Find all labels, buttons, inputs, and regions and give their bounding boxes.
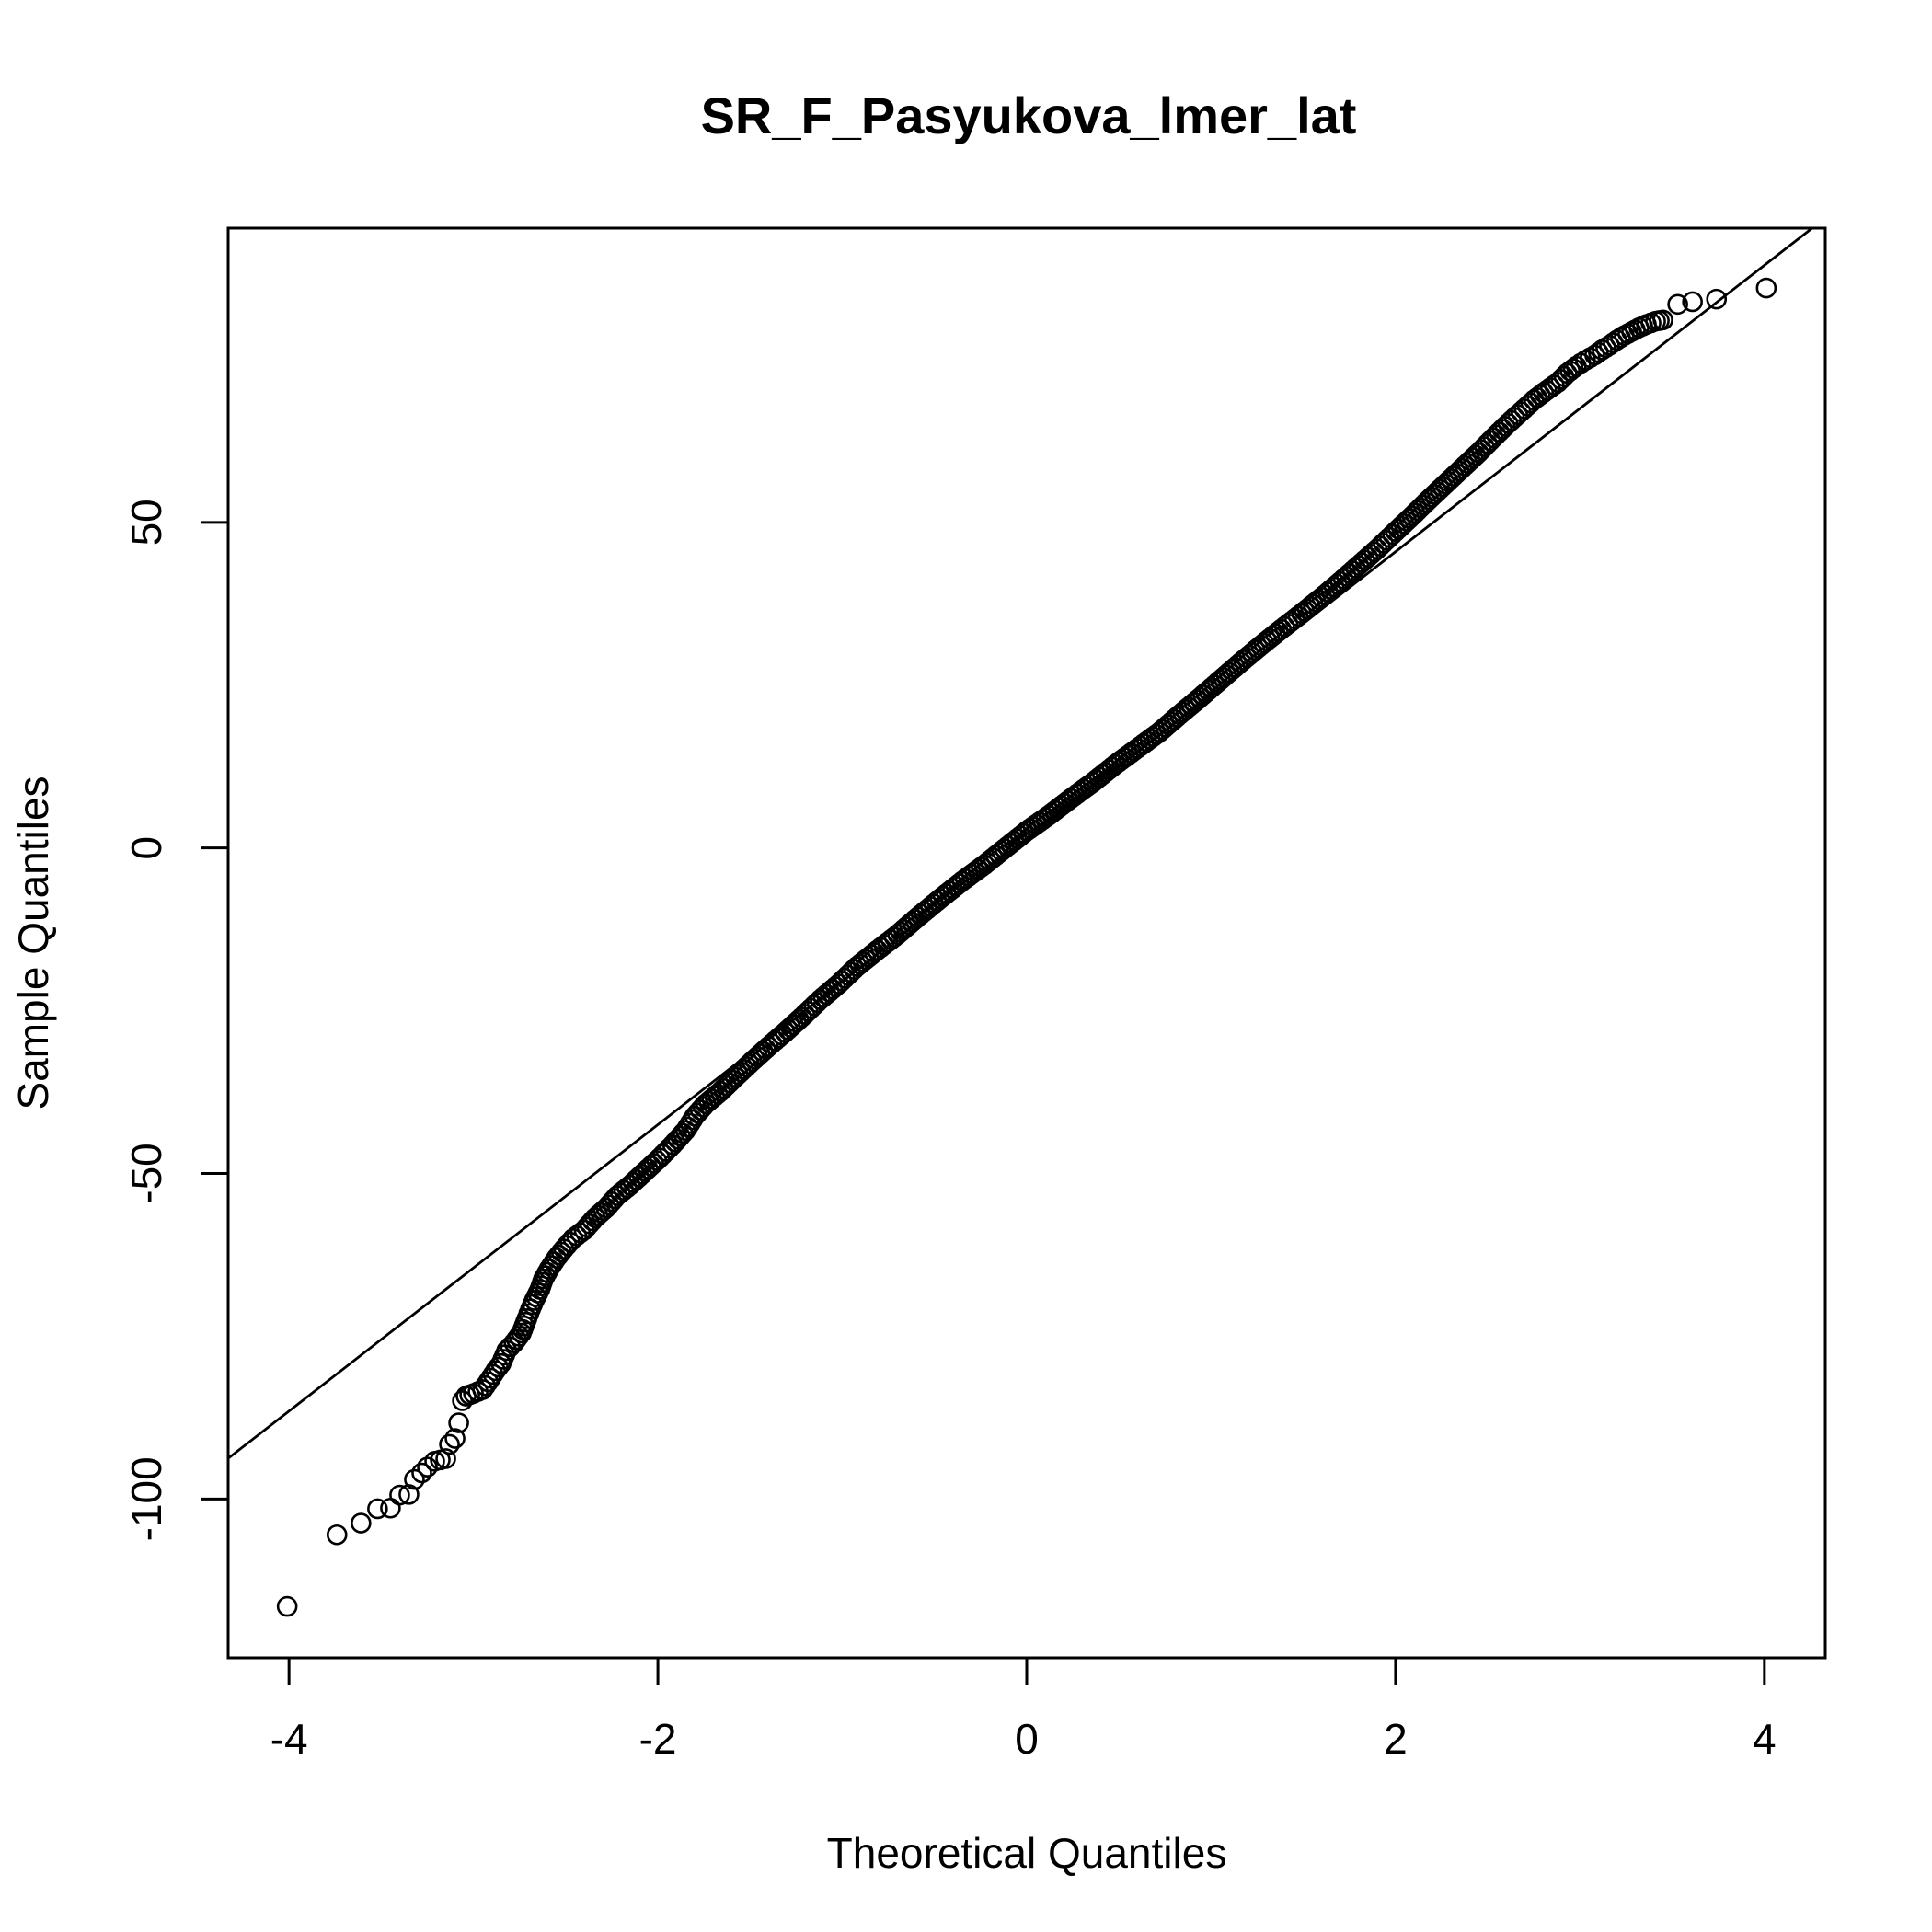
- plot-frame: [226, 226, 1827, 1660]
- x-tick-label: -4: [270, 1715, 308, 1763]
- data-point: [444, 1428, 466, 1449]
- data-point: [276, 1595, 298, 1617]
- data-point: [1559, 360, 1581, 382]
- x-tick-label: -2: [639, 1715, 677, 1763]
- x-tick-label: 4: [1753, 1715, 1777, 1763]
- data-point: [1706, 288, 1728, 310]
- data-point: [351, 1512, 372, 1534]
- data-point: [389, 1484, 410, 1506]
- data-point: [411, 1462, 432, 1484]
- data-point: [1682, 291, 1703, 313]
- data-point: [367, 1498, 388, 1520]
- chart-title: SR_F_Pasyukova_lmer_lat: [701, 86, 1357, 144]
- y-axis: -100 -50 0 50: [122, 499, 228, 1541]
- y-tick-label: 50: [122, 499, 170, 546]
- y-axis-label: Sample Quantiles: [9, 776, 57, 1110]
- data-point: [1652, 309, 1673, 331]
- data-point: [448, 1412, 469, 1433]
- x-axis: -4 -2 0 2 4: [270, 1658, 1777, 1763]
- x-axis-label: Theoretical Quantiles: [827, 1829, 1227, 1877]
- data-point: [404, 1468, 425, 1490]
- y-tick-label: 0: [122, 836, 170, 860]
- x-tick-label: 2: [1384, 1715, 1408, 1763]
- data-point: [326, 1524, 348, 1546]
- data-point: [439, 1433, 460, 1455]
- data-points: [276, 277, 1777, 1617]
- data-point: [1755, 277, 1777, 299]
- data-point: [398, 1484, 420, 1505]
- y-tick-label: -50: [122, 1143, 170, 1203]
- data-point: [435, 1448, 456, 1469]
- data-point: [380, 1497, 401, 1519]
- x-tick-label: 0: [1015, 1715, 1039, 1763]
- y-tick-label: -100: [122, 1456, 170, 1541]
- data-point: [1667, 293, 1688, 316]
